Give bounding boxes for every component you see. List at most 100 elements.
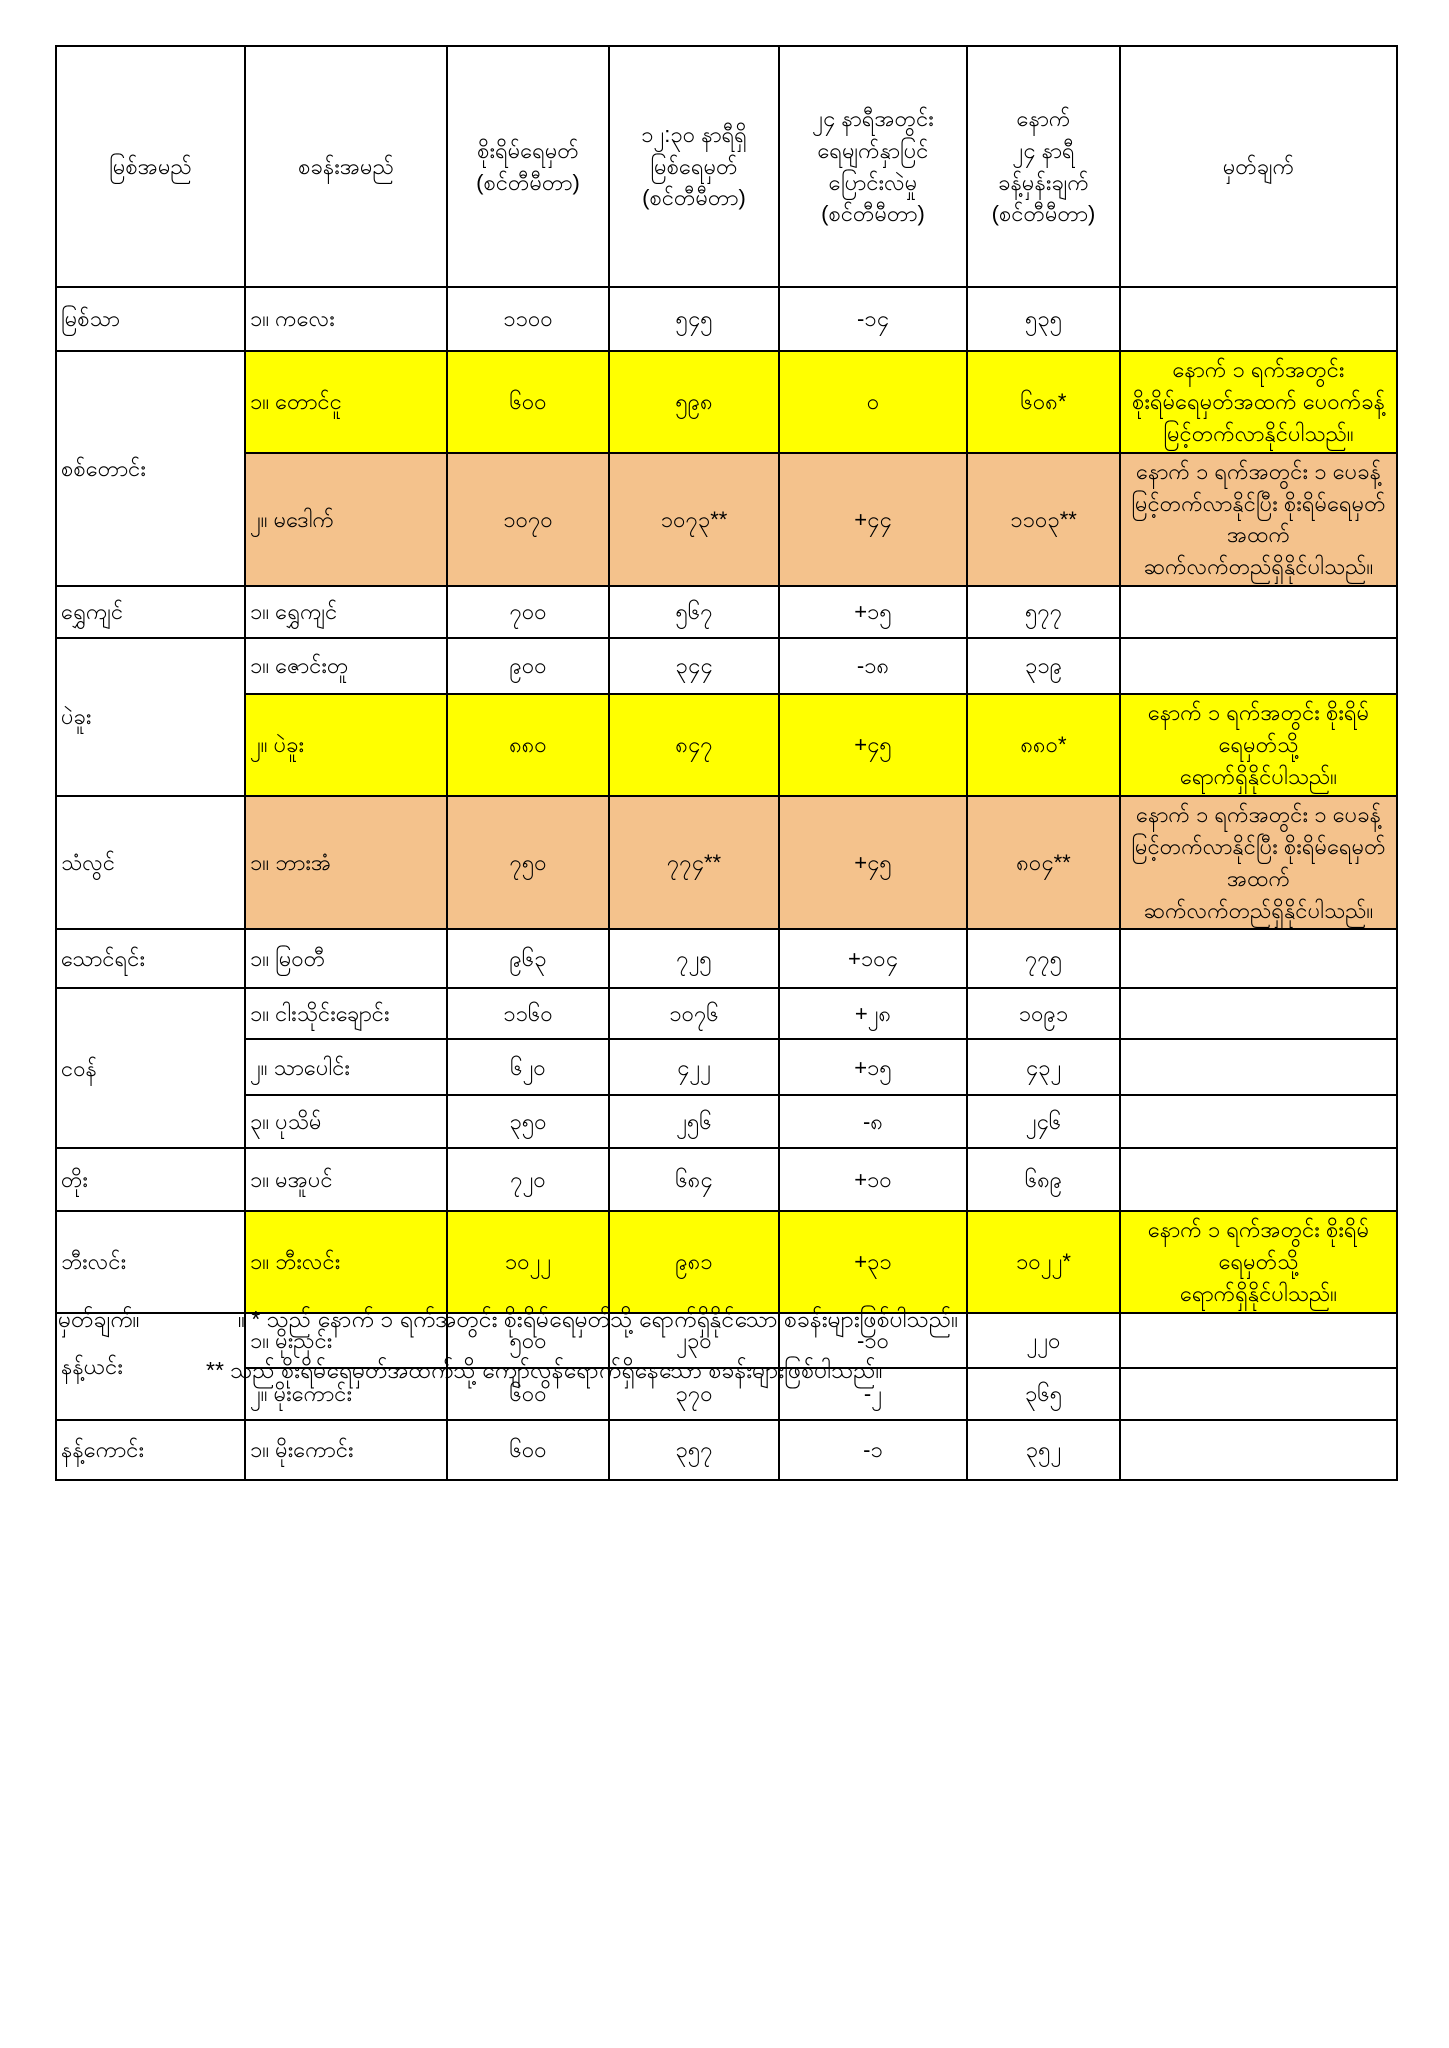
- remark-cell: [1119, 928, 1398, 990]
- change-24h-cell: +၁၀၄: [778, 928, 968, 990]
- table-row: သံလွင် ၁။ ဘားအံ ၇၅၀ ၇၇၄** +၄၅ ၈၀၄** နောက် ၁ ရက…: [55, 794, 1398, 931]
- station-name-cell: ၁။ မိုးကောင်း: [244, 1419, 448, 1482]
- remark-cell: [1119, 1038, 1398, 1097]
- remark-cell: [1119, 585, 1398, 640]
- river-table-body: မြစ်သာ ၁။ ကလေး ၁၁၀၀ ၅၄၅ -၁၄ ၅၃၅ စစ်တောင်း ၁။ တေ…: [55, 286, 1398, 1482]
- remark-cell: နောက် ၁ ရက်အတွင်း စိုးရိမ်ရေမှတ်သို့ ရော…: [1119, 693, 1398, 797]
- table-row: ၃။ ပုသိမ် ၃၅၀ ၂၅၆ -၈ ၂၄၆: [56, 1094, 1398, 1150]
- danger-level-cell: ၇၂၀: [446, 1147, 610, 1213]
- table-row: ၂။ မဒေါက် ၁၀၇၀ ၁၀၇၃** +၄၄ ၁၁၀၃** နောက် ၁ ရက်အ…: [56, 451, 1398, 588]
- change-24h-cell: -၁၄: [778, 286, 968, 352]
- station-name-cell: ၁။ ဇောင်းတူ: [244, 637, 448, 696]
- danger-level-cell: ၉၀၀: [446, 637, 610, 696]
- danger-level-cell: ၇၀၀: [446, 585, 610, 640]
- remark-cell: [1119, 1419, 1398, 1482]
- danger-level-cell: ၆၀၀: [446, 350, 610, 454]
- water-level-cell: ၈၄၇: [608, 693, 780, 797]
- water-level-cell: ၁၀၇၆: [608, 987, 780, 1041]
- water-level-cell: ၇၂၅: [608, 928, 780, 990]
- change-24h-cell: +၁၅: [778, 585, 968, 640]
- remark-cell: [1119, 1147, 1398, 1213]
- station-name-cell: ၁။ ဘားအံ: [244, 794, 448, 931]
- danger-level-cell: ၁၀၂၂: [446, 1210, 610, 1315]
- header-station-name: စခန်းအမည်: [244, 45, 448, 288]
- forecast-24h-cell: ၆၈၉: [966, 1147, 1121, 1213]
- river-name-cell: ငဝန်: [55, 987, 246, 1150]
- danger-level-cell: ၅၀၀: [446, 1312, 610, 1370]
- station-name-cell: ၂။ မိုးကောင်း: [244, 1367, 448, 1422]
- remark-cell: [1119, 1367, 1398, 1422]
- station-name-cell: ၁။ ရွှေကျင်: [244, 585, 448, 640]
- change-24h-cell: ၀: [778, 350, 968, 454]
- river-name-cell: နန့်ယင်း: [55, 1312, 246, 1422]
- danger-level-cell: ၆၀၀: [446, 1419, 610, 1482]
- change-24h-cell: +၂၈: [778, 987, 968, 1041]
- table-row: တိုး ၁။ မအူပင် ၇၂၀ ၆၈၄ +၁၀ ၆၈၉: [55, 1147, 1398, 1213]
- footer-label: မှတ်ချက်။: [58, 1306, 140, 1332]
- header-change-24h: ၂၄ နာရီအတွင်း ရေမျက်နှာပြင် ပြောင်းလဲမှု…: [778, 45, 968, 288]
- danger-level-cell: ၆၂၀: [446, 1038, 610, 1097]
- water-level-cell: ၅၄၅: [608, 286, 780, 352]
- forecast-24h-cell: ၃၁၉: [966, 637, 1121, 696]
- change-24h-cell: +၄၅: [778, 693, 968, 797]
- water-level-cell: ၃၅၇: [608, 1419, 780, 1482]
- forecast-24h-cell: ၇၇၅: [966, 928, 1121, 990]
- header-danger-level: စိုးရိမ်ရေမှတ် (စင်တီမီတာ): [446, 45, 610, 288]
- change-24h-cell: +၁၀: [778, 1147, 968, 1213]
- change-24h-cell: -၁၈: [778, 637, 968, 696]
- danger-level-cell: ၇၅၀: [446, 794, 610, 931]
- remark-cell: [1119, 1094, 1398, 1150]
- danger-level-cell: ၆၀၀: [446, 1367, 610, 1422]
- river-name-cell: သံလွင်: [55, 794, 246, 931]
- change-24h-cell: -၂: [778, 1367, 968, 1422]
- forecast-24h-cell: ၅၃၅: [966, 286, 1121, 352]
- table-row: နန့်ကောင်း ၁။ မိုးကောင်း ၆၀၀ ၃၅၇ -၁ ၃၅၂: [55, 1419, 1398, 1482]
- water-level-cell: ၂၃၀: [608, 1312, 780, 1370]
- forecast-24h-cell: ၆၀၈*: [966, 350, 1121, 454]
- water-level-cell: ၃၄၄: [608, 637, 780, 696]
- remark-cell: နောက် ၁ ရက်အတွင်း စိုးရိမ်ရေမှတ်အထက် ပေဝ…: [1119, 350, 1398, 454]
- forecast-24h-cell: ၃၆၅: [966, 1367, 1121, 1422]
- water-level-cell: ၃၇၀: [608, 1367, 780, 1422]
- remark-cell: [1119, 1312, 1398, 1370]
- water-level-cell: ၂၅၆: [608, 1094, 780, 1150]
- remark-cell: [1119, 987, 1398, 1041]
- danger-level-cell: ၁၁၆၀: [446, 987, 610, 1041]
- change-24h-cell: +၃၁: [778, 1210, 968, 1315]
- change-24h-cell: +၄၅: [778, 794, 968, 931]
- footer-note-double-star: ** သည် စိုးရိမ်ရေမှတ်အထက်သို့ ကျော်လွန်ရ…: [206, 1357, 883, 1383]
- forecast-24h-cell: ၅၇၇: [966, 585, 1121, 640]
- danger-level-cell: ၉၆၃: [446, 928, 610, 990]
- danger-level-cell: ၁၁၀၀: [446, 286, 610, 352]
- change-24h-cell: -၁: [778, 1419, 968, 1482]
- table-row: နန့်ယင်း ၁။ မိုးညှင်း ၅၀၀ ၂၃၀ -၁၀ ၂၂၀: [55, 1312, 1398, 1422]
- river-name-cell: စစ်တောင်း: [55, 349, 246, 588]
- table-row: ရွှေကျင် ၁။ ရွှေကျင် ၇၀၀ ၅၆၇ +၁၅ ၅၇၇: [55, 585, 1398, 640]
- station-name-cell: ၁။ မိုးညှင်း: [244, 1312, 448, 1370]
- header-forecast-24h: နောက် ၂၄ နာရီ ခန့်မှန်းချက် (စင်တီမီတာ): [966, 45, 1121, 288]
- danger-level-cell: ၃၅၀: [446, 1094, 610, 1150]
- footer-note-single-star: ။ * သည် နောက် ၁ ရက်အတွင်း စိုးရိမ်ရေမှတ်…: [238, 1306, 959, 1332]
- remark-cell: [1119, 637, 1398, 696]
- table-row: ၂။ မိုးကောင်း ၆၀၀ ၃၇၀ -၂ ၃၆၅: [56, 1367, 1398, 1422]
- table-row: သောင်ရင်း ၁။ မြဝတီ ၉၆၃ ၇၂၅ +၁၀၄ ၇၇၅: [55, 928, 1398, 990]
- change-24h-cell: +၄၄: [778, 451, 968, 588]
- remark-cell: နောက် ၁ ရက်အတွင်း ၁ ပေခန့် မြင့်တက်လာနို…: [1119, 794, 1398, 931]
- change-24h-cell: +၁၅: [778, 1038, 968, 1097]
- station-name-cell: ၃။ ပုသိမ်: [244, 1094, 448, 1150]
- water-level-cell: ၉၈၁: [608, 1210, 780, 1315]
- water-level-cell: ၆၈၄: [608, 1147, 780, 1213]
- station-name-cell: ၁။ မြဝတီ: [244, 928, 448, 990]
- table-row: ငဝန် ၁။ ငါးသိုင်းချောင်း ၁၁၆၀ ၁၀၇၆ +၂၈ ၁၀၉၁: [55, 987, 1398, 1150]
- river-name-cell: နန့်ကောင်း: [55, 1419, 246, 1482]
- river-name-cell: မြစ်သာ: [55, 286, 246, 352]
- forecast-24h-cell: ၁၀၂၂*: [966, 1210, 1121, 1315]
- header-water-level-1230: ၁၂:၃၀ နာရီရှိ မြစ်ရေမှတ် (စင်တီမီတာ): [608, 45, 780, 288]
- station-name-cell: ၁။ တောင်ငူ: [244, 350, 448, 454]
- table-row: ၂။ ပဲခူး ၈၈၀ ၈၄၇ +၄၅ ၈၈၀* နောက် ၁ ရက်အတွင်း စ…: [56, 693, 1398, 797]
- forecast-24h-cell: ၂၄၆: [966, 1094, 1121, 1150]
- river-name-cell: ပဲခူး: [55, 637, 246, 797]
- forecast-24h-cell: ၁၀၉၁: [966, 987, 1121, 1041]
- remark-cell: နောက် ၁ ရက်အတွင်း စိုးရိမ်ရေမှတ်သို့ ရော…: [1119, 1210, 1398, 1315]
